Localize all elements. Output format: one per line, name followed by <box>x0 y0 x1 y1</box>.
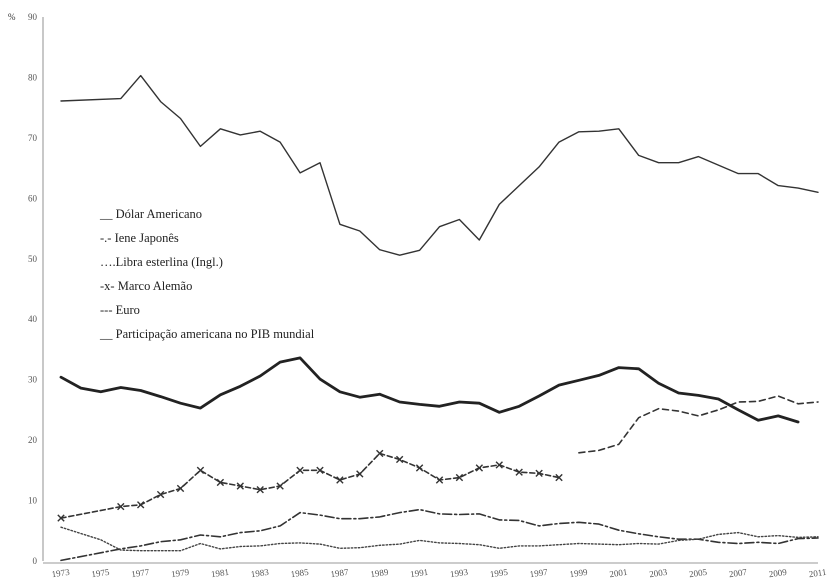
series-marker <box>356 470 364 478</box>
y-tick-label: 90 <box>28 12 38 22</box>
legend-entry: __ Dólar Americano <box>99 207 202 221</box>
x-tick-label: 1981 <box>210 567 229 579</box>
x-tick-label: 1979 <box>171 567 191 579</box>
y-tick-label: 20 <box>28 435 38 445</box>
series-marker <box>515 468 523 476</box>
series-marker <box>236 482 244 490</box>
x-tick-label: 1995 <box>489 567 509 579</box>
series-marker <box>136 501 145 509</box>
y-tick-label: 70 <box>28 133 38 143</box>
series-marker <box>117 502 125 511</box>
series-layer <box>57 74 819 562</box>
series-marker <box>475 464 484 472</box>
y-tick-label: 60 <box>28 193 38 203</box>
series-marker <box>276 482 284 490</box>
x-tick-label: 1987 <box>330 567 350 579</box>
x-tick-label: 2007 <box>728 567 748 579</box>
x-tick-label: 1985 <box>290 567 310 579</box>
x-tick-label: 1977 <box>131 567 151 579</box>
series-marker <box>196 466 205 475</box>
series-marker <box>495 461 503 469</box>
series-line-5 <box>59 356 800 424</box>
x-tick-label: 2001 <box>609 567 628 579</box>
legend-entry: ….Libra esterlina (Ingl.) <box>100 255 223 269</box>
x-tick-label: 1993 <box>449 567 469 579</box>
series-marker <box>455 473 464 482</box>
y-tick-label: 40 <box>28 314 38 324</box>
x-tick-label: 1991 <box>410 567 429 579</box>
x-axis: 1973 1975 1977 1979 1981 1983 1985 1987 1989 1991… <box>43 562 827 579</box>
legend-entry: -x- Marco Alemão <box>100 279 192 293</box>
series-line-4 <box>578 395 819 454</box>
legend-entry: -.- Iene Japonês <box>100 231 179 245</box>
series-marker <box>296 466 304 475</box>
y-tick-label: 80 <box>28 72 38 82</box>
series-marker <box>376 449 384 458</box>
y-tick-label: 30 <box>28 375 38 385</box>
series-marker <box>535 469 543 478</box>
x-tick-label: 2003 <box>649 567 669 579</box>
series-line-2 <box>60 526 819 552</box>
x-tick-label: 1999 <box>569 567 589 579</box>
series-line-1 <box>60 508 819 562</box>
y-axis: 0 10 20 30 40 50 60 70 80 90 <box>28 12 44 566</box>
series-marker <box>216 478 225 487</box>
series-marker <box>336 476 344 484</box>
series-line-3 <box>60 452 560 519</box>
legend-entry: --- Euro <box>100 303 140 317</box>
series-marker <box>156 490 165 499</box>
y-tick-label: 10 <box>28 496 38 506</box>
series-marker <box>176 484 185 493</box>
y-tick-label: 0 <box>33 556 38 566</box>
x-tick-label: 1973 <box>51 567 71 579</box>
series-marker <box>415 464 424 472</box>
x-tick-label: 1983 <box>250 567 270 579</box>
x-tick-label: 1975 <box>91 567 111 579</box>
y-tick-label: 50 <box>28 254 38 264</box>
series-marker <box>435 476 444 484</box>
x-tick-label: 2005 <box>688 567 708 579</box>
x-tick-label: 2009 <box>768 567 788 579</box>
legend: __ Dólar Americano -.- Iene Japonês ….Libr… <box>99 207 315 341</box>
series-marker <box>57 514 65 522</box>
y-axis-label: % <box>8 12 16 22</box>
series-line-0 <box>60 74 819 256</box>
series-marker <box>395 455 404 464</box>
legend-entry: __ Participação americana no PIB mundial <box>99 327 315 341</box>
x-tick-label: 1997 <box>529 567 549 579</box>
x-tick-label: 1989 <box>370 567 390 579</box>
series-marker <box>555 473 563 482</box>
x-tick-label: 2011 <box>808 567 827 579</box>
series-marker <box>316 466 324 475</box>
series-marker <box>256 485 264 494</box>
